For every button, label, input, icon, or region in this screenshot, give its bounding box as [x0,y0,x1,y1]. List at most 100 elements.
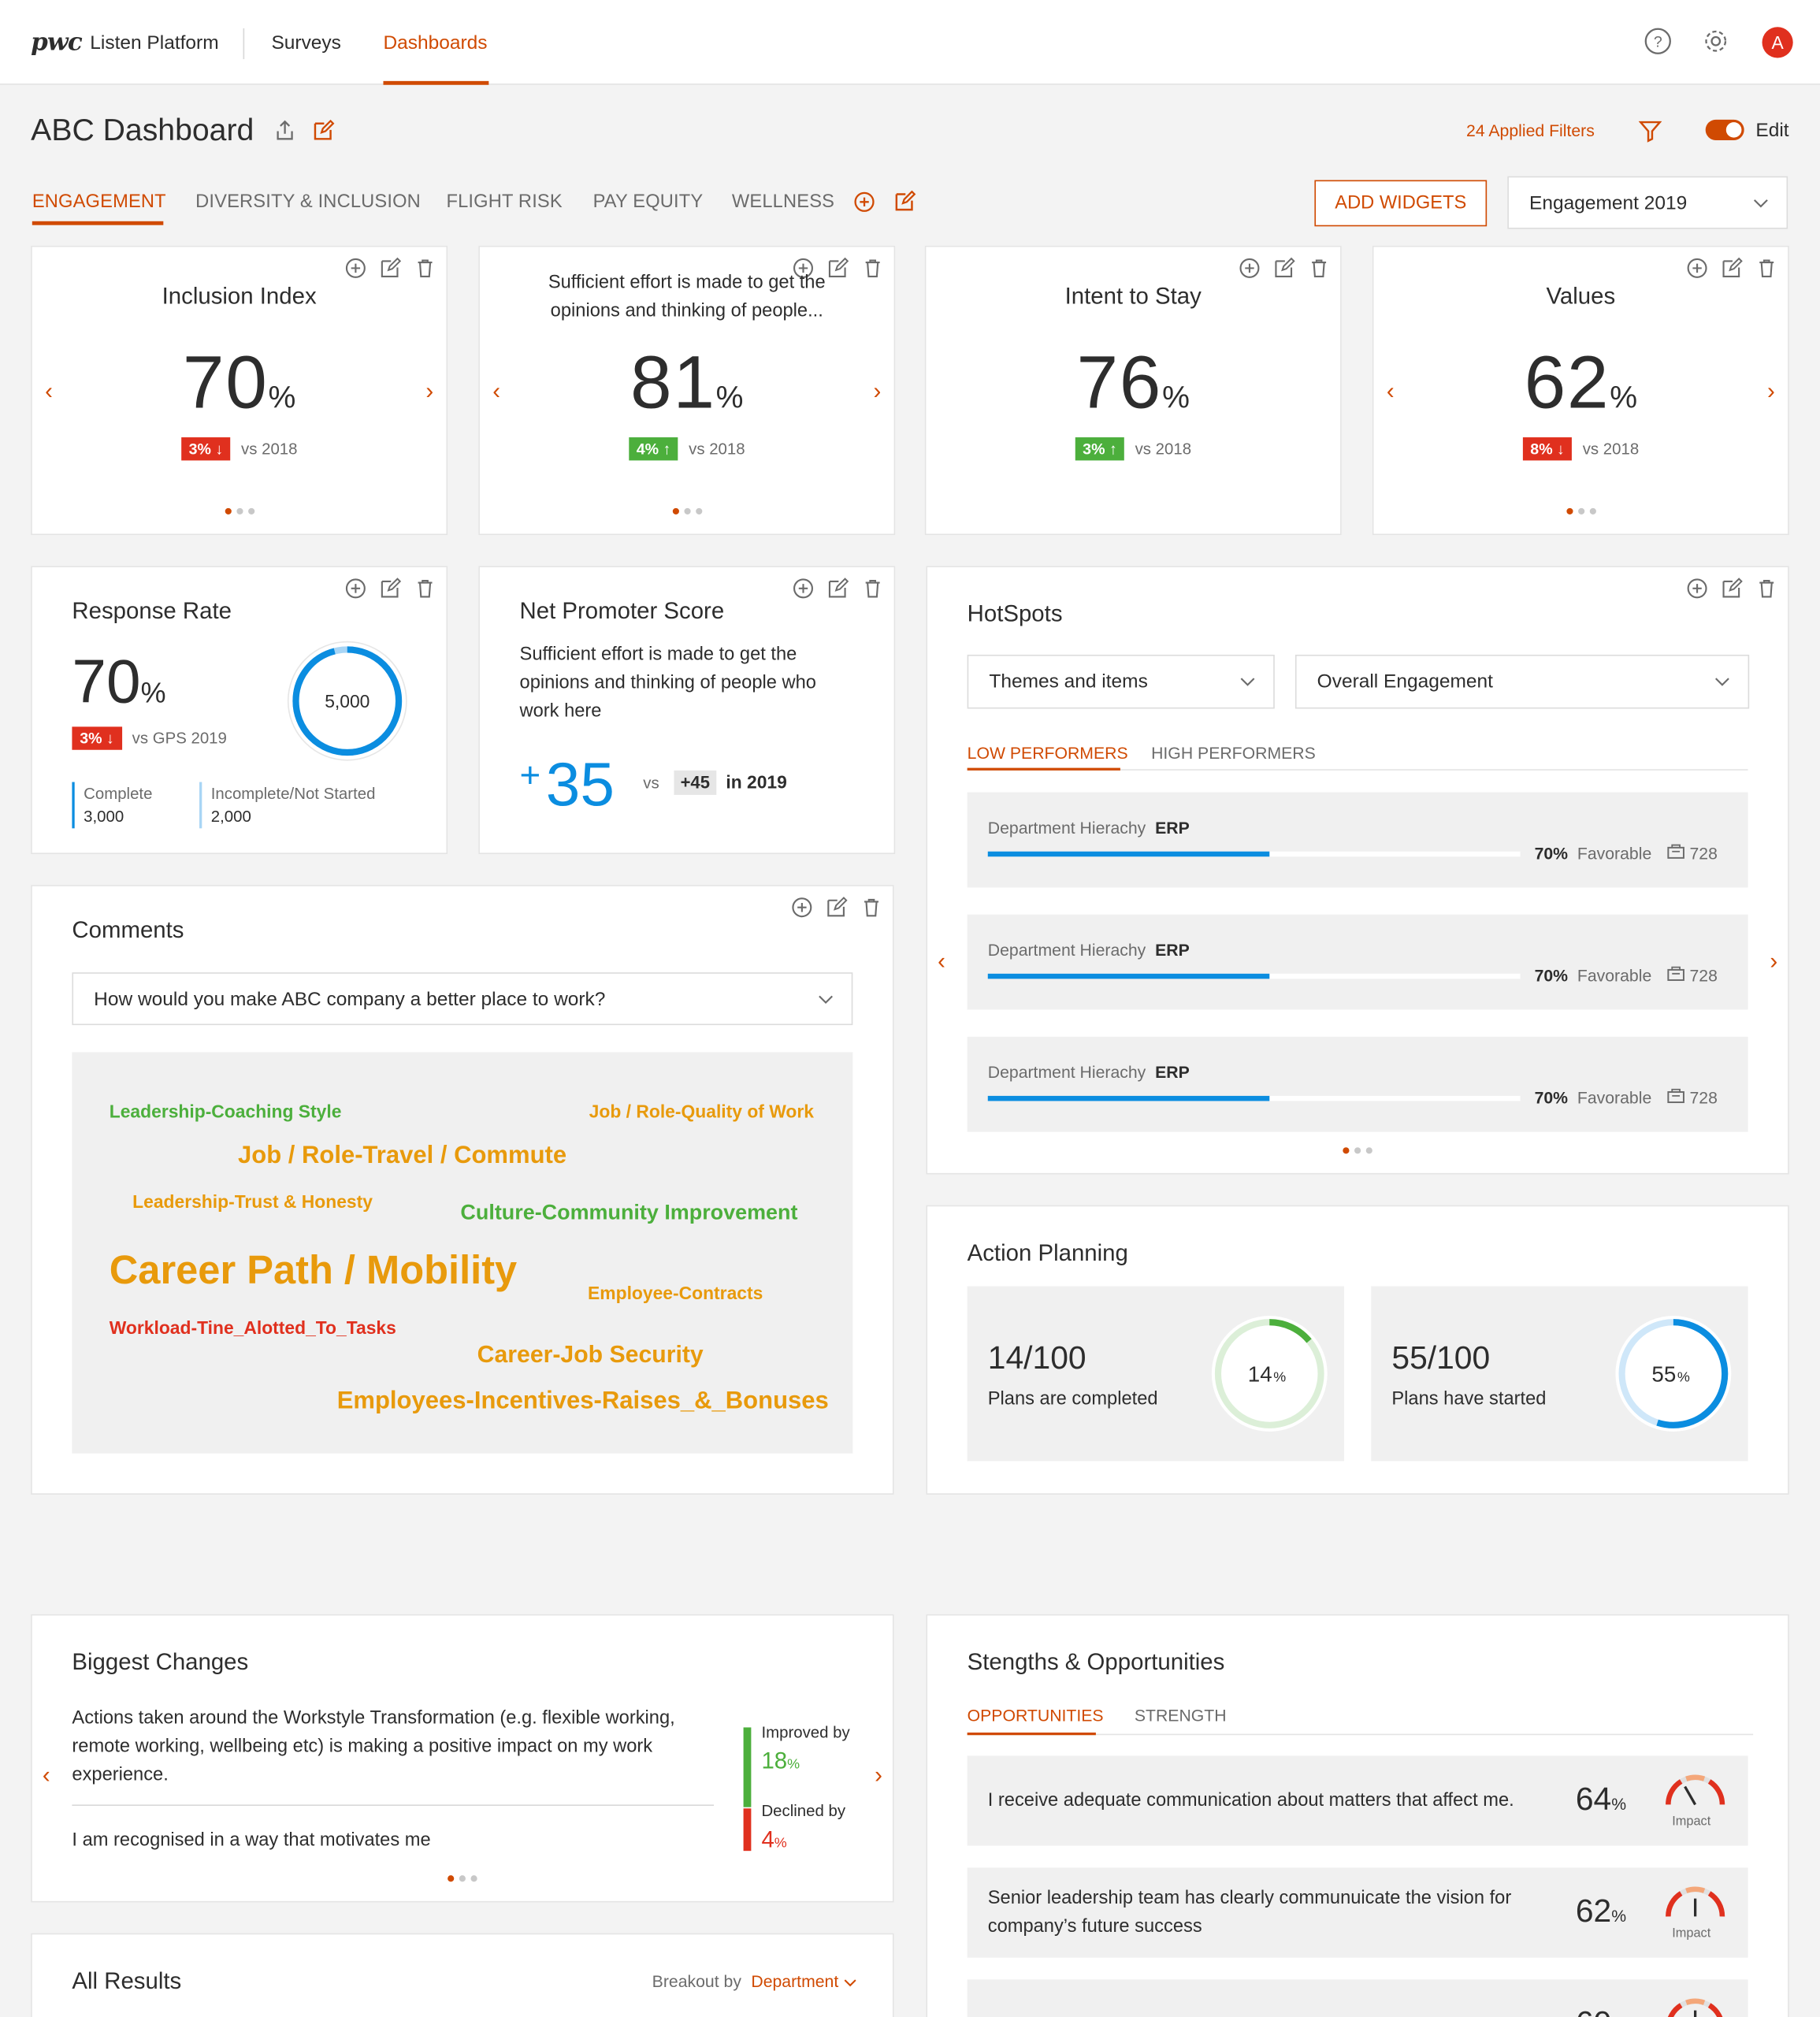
delta-badge-value: 8% [1530,440,1553,459]
share-icon[interactable] [274,120,296,142]
nav-surveys[interactable]: Surveys [271,32,341,54]
hotspot-row[interactable]: Department Hierachy ERP 70% Favorable 72… [967,792,1748,888]
kpi-prev-arrow[interactable]: ‹ [45,377,53,404]
help-icon[interactable]: ? [1644,27,1672,55]
kpi-number: 62 [1524,340,1610,425]
delete-icon[interactable] [862,578,884,600]
edit-icon[interactable] [1273,257,1295,280]
action-planning-title: Action Planning [967,1239,1128,1266]
kpi-next-arrow[interactable]: › [425,377,434,404]
response-rate-total: 5,000 [325,691,370,711]
tab-strength[interactable]: STRENGTH [1134,1705,1227,1725]
edit-title-icon[interactable] [313,119,335,142]
tab-diversity-inclusion[interactable]: DIVERSITY & INCLUSION [195,191,421,213]
add-icon[interactable] [793,578,815,600]
hotspots-prev-arrow[interactable]: ‹ [938,948,945,974]
engagement-select[interactable]: Overall Engagement [1294,654,1750,709]
delete-icon[interactable] [862,258,884,280]
hotspot-bar [987,973,1521,979]
tab-pay-equity[interactable]: PAY EQUITY [592,191,704,213]
word-cloud-term[interactable]: Leadership-Coaching Style [109,1101,342,1122]
delete-icon[interactable] [1755,578,1777,600]
hotspot-favorable: 70% Favorable [1535,966,1652,985]
nav-dashboards[interactable]: Dashboards [383,32,488,54]
comments-widget: Comments How would you make ABC company … [31,885,894,1495]
tab-opportunities[interactable]: OPPORTUNITIES [967,1705,1104,1725]
opportunity-text: I receive adequate communication about m… [987,1790,1514,1811]
changes-prev-arrow[interactable]: ‹ [42,1762,50,1789]
opportunity-row[interactable]: Senior leadership team has clearly commu… [967,1867,1748,1958]
complete-value: 3,000 [84,808,124,826]
question-select[interactable]: How would you make ABC company a better … [72,972,853,1026]
add-icon[interactable] [793,258,815,280]
word-cloud-term[interactable]: Job / Role-Travel / Commute [238,1142,567,1169]
changes-next-arrow[interactable]: › [875,1762,882,1789]
svg-text:14%: 14% [1248,1361,1287,1386]
tab-engagement[interactable]: ENGAGEMENT [32,191,166,213]
word-cloud-term[interactable]: Career Path / Mobility [109,1247,518,1293]
themes-select[interactable]: Themes and items [967,654,1275,709]
word-cloud-term[interactable]: Workload-Tine_Alotted_To_Tasks [109,1317,396,1338]
chevron-down-icon [843,1979,856,1987]
word-cloud-term[interactable]: Culture-Community Improvement [460,1201,798,1225]
kpi-next-arrow[interactable]: › [1767,377,1775,404]
kpi-title: Intent to Stay [1064,283,1202,309]
delete-icon[interactable] [1755,258,1777,280]
tab-low-performers[interactable]: LOW PERFORMERS [967,743,1128,763]
kpi-delta: 3% ↓ vs 2018 [32,437,447,461]
widget-tools [1686,578,1777,600]
word-cloud-term[interactable]: Job / Role-Quality of Work [589,1101,814,1122]
hotspot-count-value: 728 [1689,843,1718,864]
add-icon[interactable] [791,897,813,919]
add-icon[interactable] [345,578,367,600]
kpi-number: 70 [182,340,269,425]
all-results-widget: All Results Breakout by Department [31,1933,894,2017]
word-cloud-term[interactable]: Employee-Contracts [588,1282,763,1303]
tab-wellness[interactable]: WELLNESS [731,191,835,213]
edit-icon[interactable] [380,578,402,600]
add-icon[interactable] [1686,258,1708,280]
filter-icon[interactable] [1638,120,1662,143]
add-tab-icon[interactable] [854,191,875,212]
word-cloud-term[interactable]: Career-Job Security [477,1340,704,1368]
edit-tabs-icon[interactable] [894,190,916,213]
kpi-prev-arrow[interactable]: ‹ [492,377,501,404]
delete-icon[interactable] [414,258,436,280]
edit-icon[interactable] [827,257,849,280]
delete-icon[interactable] [1308,258,1330,280]
survey-select[interactable]: Engagement 2019 [1507,176,1788,229]
declined-bar [743,1808,752,1852]
delete-icon[interactable] [414,578,436,600]
word-cloud-term[interactable]: Leadership-Trust & Honesty [132,1191,373,1212]
opportunity-row[interactable]: 60 [967,1979,1748,2017]
declined-unit: % [774,1835,787,1852]
settings-icon[interactable] [1702,27,1730,55]
user-avatar[interactable]: A [1762,27,1793,58]
edit-icon[interactable] [1721,578,1743,600]
add-widgets-button[interactable]: ADD WIDGETS [1314,180,1488,227]
edit-icon[interactable] [826,897,848,919]
word-cloud-term[interactable]: Employees-Incentives-Raises_&_Bonuses [336,1387,829,1415]
opportunity-row[interactable]: I receive adequate communication about m… [967,1755,1748,1846]
tab-high-performers[interactable]: HIGH PERFORMERS [1151,743,1316,763]
edit-icon[interactable] [380,257,402,280]
hotspots-next-arrow[interactable]: › [1770,948,1778,974]
delete-icon[interactable] [860,897,882,919]
hotspot-row[interactable]: Department Hierachy ERP 70% Favorable 72… [967,914,1748,1010]
add-icon[interactable] [1239,258,1261,280]
breakout-control[interactable]: Breakout by Department [652,1972,856,1991]
hotspot-row[interactable]: Department Hierachy ERP 70% Favorable 72… [967,1036,1748,1132]
tab-flight-risk[interactable]: FLIGHT RISK [446,191,563,213]
applied-filters-link[interactable]: 24 Applied Filters [1466,121,1595,140]
incomplete-label: Incomplete/Not Started [210,784,376,803]
edit-toggle[interactable] [1705,119,1744,140]
kpi-prev-arrow[interactable]: ‹ [1386,377,1395,404]
edit-icon[interactable] [1721,257,1743,280]
nps-title: Net Promoter Score [519,598,725,624]
edit-icon[interactable] [827,578,849,600]
add-icon[interactable] [1686,578,1708,600]
hotspot-favorable: 70% Favorable [1535,1088,1652,1107]
impact-gauge-icon [1667,1998,1723,2017]
kpi-next-arrow[interactable]: › [873,377,882,404]
add-icon[interactable] [345,258,367,280]
